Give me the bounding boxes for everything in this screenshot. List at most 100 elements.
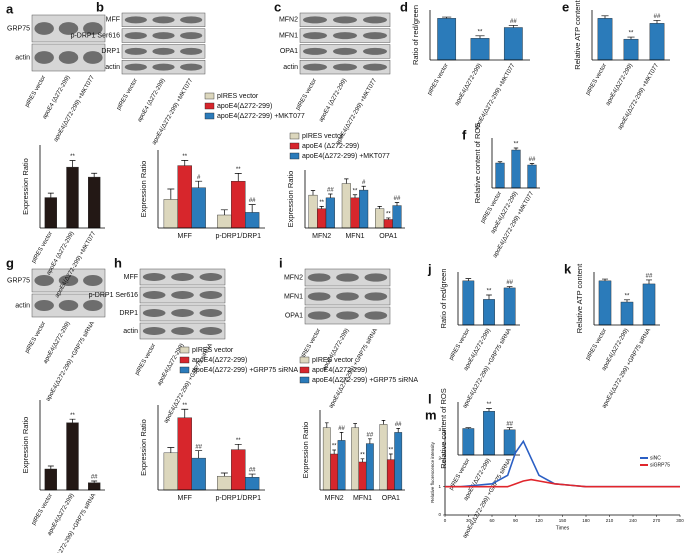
y-axis-label: Relative ATP content <box>573 0 582 70</box>
significance: ** <box>478 29 483 35</box>
y-axis-label: Expression Ratio <box>301 422 310 479</box>
lane-label: apoE4(Δ272-299) +MKT077 <box>53 74 96 143</box>
blot-band <box>142 309 166 317</box>
bar <box>437 18 457 61</box>
lane-label: apoE4(Δ272-299) <box>454 63 483 107</box>
bar <box>649 23 665 61</box>
blot-band <box>171 327 194 335</box>
panel-label: f <box>462 127 467 142</box>
bar <box>358 461 367 491</box>
blot-band <box>124 32 147 40</box>
blot-band <box>180 16 203 24</box>
blot-band <box>58 300 79 311</box>
row-label: GRP75 <box>7 25 30 32</box>
x-tick-label: 0 <box>444 518 447 523</box>
blot-band <box>363 16 387 24</box>
lane-label: pIRES vector <box>427 63 450 97</box>
panel-label: l <box>428 391 432 406</box>
error-bar <box>195 450 203 459</box>
significance: ** <box>386 212 391 218</box>
bar <box>44 468 57 491</box>
bar <box>88 176 101 229</box>
bar <box>66 422 79 491</box>
bar <box>495 162 505 189</box>
significance: ## <box>91 475 98 481</box>
y-tick-label: 0 <box>438 512 441 517</box>
legend-swatch <box>179 356 190 364</box>
x-tick-label: 60 <box>489 518 495 523</box>
error-bar <box>529 163 535 165</box>
legend-swatch <box>299 376 310 384</box>
panel-label: b <box>96 0 104 14</box>
legend-label: apoE4(Δ272-299) <box>312 367 367 374</box>
x-tick-label: 210 <box>606 518 614 523</box>
blot-band <box>142 291 166 299</box>
blot-band <box>171 273 194 281</box>
error-bar <box>248 204 256 213</box>
legend-label: apoE4(Δ272-299) <box>192 357 247 364</box>
legend-swatch <box>204 92 215 100</box>
blot-band <box>333 63 357 71</box>
bar <box>386 459 395 491</box>
lane-label: pIRES vector <box>116 78 139 112</box>
panel-label: e <box>562 0 569 14</box>
lane-label: pIRES vector <box>134 343 157 377</box>
series-line <box>445 478 680 488</box>
error-bar <box>319 205 324 209</box>
y-axis-label: Expression Ratio <box>139 419 148 476</box>
blot-band <box>83 300 103 311</box>
error-bar <box>352 194 358 198</box>
x-tick-label: 300 <box>676 518 684 523</box>
x-tick-label: MFN1 <box>353 495 372 502</box>
row-label: GRP75 <box>7 277 30 284</box>
significance: ** <box>625 293 630 299</box>
significance: ## <box>506 421 513 427</box>
lane-label: pIRES vector <box>585 328 608 362</box>
error-bar <box>167 188 175 200</box>
row-label: p-DRP1 Ser616 <box>71 32 121 39</box>
x-tick-label: OPA1 <box>382 495 400 502</box>
error-bar <box>234 443 242 450</box>
significance: ** <box>353 188 358 194</box>
significance: ## <box>195 444 202 450</box>
x-tick-label: MFF <box>178 495 192 502</box>
legend-swatch <box>179 366 190 374</box>
blot-band <box>307 273 331 282</box>
significance: ** <box>182 154 187 160</box>
row-label: actin <box>15 54 30 61</box>
row-label: p-DRP1 Ser616 <box>89 292 139 299</box>
bar <box>598 280 612 326</box>
bar <box>383 219 393 229</box>
significance: ** <box>487 289 492 295</box>
significance: ** <box>514 142 519 148</box>
x-tick-label: p-DRP1/DRP1 <box>215 495 261 502</box>
bar <box>462 428 475 456</box>
error-bar <box>442 16 452 19</box>
blot-band <box>333 32 357 40</box>
panel-label: h <box>114 255 122 270</box>
blot-band <box>180 63 203 71</box>
lane-label: pIRES vector <box>585 63 608 97</box>
error-bar <box>344 178 349 184</box>
bar <box>44 197 57 229</box>
error-bar <box>220 209 228 215</box>
error-bar <box>69 418 76 423</box>
x-tick-label: MFN1 <box>345 233 364 240</box>
significance: ## <box>249 468 256 474</box>
panel-label: m <box>425 407 437 422</box>
legend-swatch <box>289 152 300 160</box>
row-label: OPA1 <box>285 312 303 319</box>
error-bar <box>506 427 513 430</box>
x-tick-label: 90 <box>513 518 519 523</box>
panel-label: j <box>427 261 432 276</box>
error-bar <box>328 193 333 198</box>
significance: # <box>197 175 201 181</box>
error-bar <box>353 423 357 428</box>
y-axis-label: Expression Ratio <box>21 417 30 474</box>
blot-band <box>363 32 387 40</box>
error-bar <box>388 453 393 460</box>
significance: ** <box>319 200 324 206</box>
blot-band <box>336 273 359 282</box>
row-label: MFN1 <box>284 293 303 300</box>
